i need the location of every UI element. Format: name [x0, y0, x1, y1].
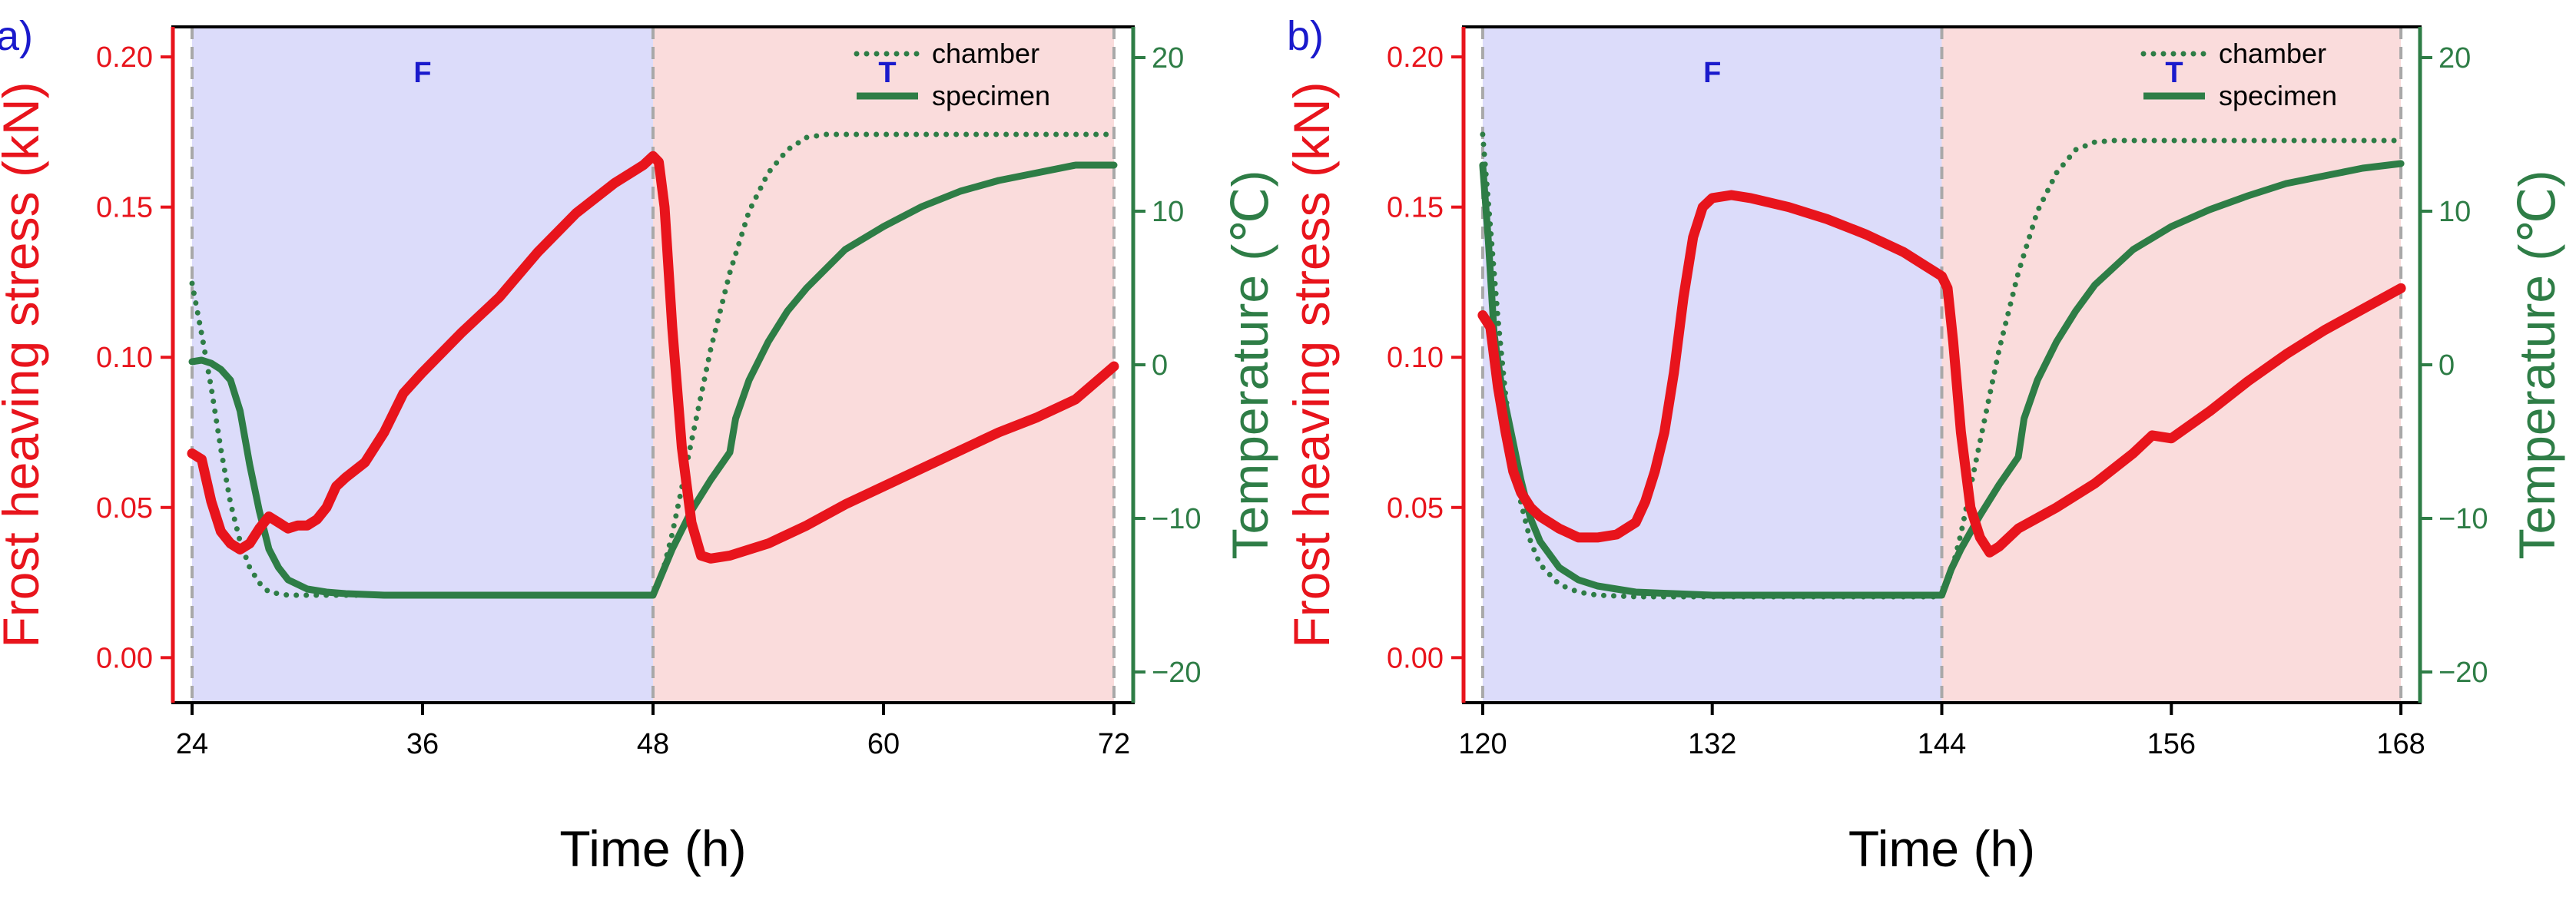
- freeze-phase-label: F: [1703, 57, 1721, 89]
- plot-lines: [187, 131, 1119, 599]
- left-tick-label: 0.00: [1387, 642, 1444, 674]
- right-tick-label: −10: [2438, 503, 2488, 535]
- left-tick-label: 0.00: [96, 642, 153, 674]
- specimen-temperature-line: [188, 161, 1118, 599]
- right-axis-title: Temperature (℃): [2508, 170, 2565, 560]
- x-axis-title: Time (h): [1848, 820, 2035, 877]
- x-tick-label: 60: [867, 728, 900, 760]
- legend-chamber-label: chamber: [932, 38, 1039, 69]
- right-tick-label: 10: [1152, 196, 1184, 228]
- left-axis-ticks: 0.00 0.05 0.10 0.15 0.20: [96, 41, 173, 674]
- x-tick-label: 132: [1688, 728, 1736, 760]
- left-tick-label: 0.10: [1387, 342, 1444, 374]
- left-axis-title: Frost heaving stress (kN): [1283, 81, 1340, 647]
- right-tick-label: −10: [1152, 503, 1201, 535]
- left-tick-label: 0.05: [1387, 492, 1444, 525]
- panel-label: b): [1287, 13, 1324, 59]
- thaw-phase-shade: [1941, 27, 2402, 703]
- x-tick-label: 144: [1918, 728, 1966, 760]
- thaw-phase-label: T: [878, 57, 896, 89]
- left-tick-label: 0.05: [96, 492, 153, 525]
- x-tick-label: 24: [176, 728, 208, 760]
- right-tick-label: 20: [1152, 42, 1184, 74]
- panel-a: 24 36 48 60 72 0.00 0.05 0.10 0.15 0.20 −20 −10 0 1…: [0, 13, 1278, 877]
- legend: chamber specimen: [2140, 38, 2337, 111]
- x-axis-ticks: 120 132 144 156 168: [1458, 703, 2425, 760]
- left-axis-ticks: 0.00 0.05 0.10 0.15 0.20: [1387, 41, 1464, 674]
- panel-label: a): [0, 13, 33, 59]
- right-tick-label: 10: [2438, 196, 2471, 228]
- x-tick-label: 72: [1098, 728, 1130, 760]
- frost-heaving-stress-line: [187, 151, 1119, 564]
- x-axis-ticks: 24 36 48 60 72: [176, 703, 1130, 760]
- legend-chamber-label: chamber: [2219, 38, 2326, 69]
- x-tick-label: 156: [2147, 728, 2196, 760]
- x-tick-label: 48: [637, 728, 669, 760]
- right-axis-title: Temperature (℃): [1222, 170, 1278, 560]
- left-axis-title: Frost heaving stress (kN): [0, 81, 49, 647]
- plot-lines: [1477, 131, 2406, 600]
- right-axis-ticks: −20 −10 0 10 20: [2420, 42, 2488, 689]
- legend-specimen-label: specimen: [932, 80, 1050, 111]
- freeze-phase-shade: [192, 27, 653, 703]
- left-tick-label: 0.10: [96, 342, 153, 374]
- right-tick-label: 0: [1152, 349, 1168, 382]
- right-axis-ticks: −20 −10 0 10 20: [1133, 42, 1201, 689]
- panel-b: 120 132 144 156 168 0.00 0.05 0.10 0.15 0.20 −20…: [1283, 13, 2565, 877]
- frost-heaving-stress-line: [1477, 190, 2406, 558]
- legend-specimen-label: specimen: [2219, 80, 2337, 111]
- thaw-phase-shade: [653, 27, 1114, 703]
- legend: chamber specimen: [854, 38, 1050, 111]
- x-axis-title: Time (h): [559, 820, 746, 877]
- right-tick-label: −20: [2438, 657, 2488, 689]
- left-tick-label: 0.20: [1387, 41, 1444, 74]
- right-tick-label: −20: [1152, 657, 1201, 689]
- right-tick-label: 0: [2438, 349, 2455, 382]
- left-tick-label: 0.20: [96, 41, 153, 74]
- freeze-phase-shade: [1482, 27, 1942, 703]
- chamber-temperature-line: [189, 131, 1117, 598]
- x-tick-label: 36: [406, 728, 439, 760]
- thaw-phase-label: T: [2165, 57, 2183, 89]
- right-tick-label: 20: [2438, 42, 2471, 74]
- left-tick-label: 0.15: [96, 192, 153, 224]
- freeze-phase-label: F: [413, 57, 431, 89]
- left-tick-label: 0.15: [1387, 192, 1444, 224]
- x-tick-label: 168: [2376, 728, 2425, 760]
- x-tick-label: 120: [1458, 728, 1507, 760]
